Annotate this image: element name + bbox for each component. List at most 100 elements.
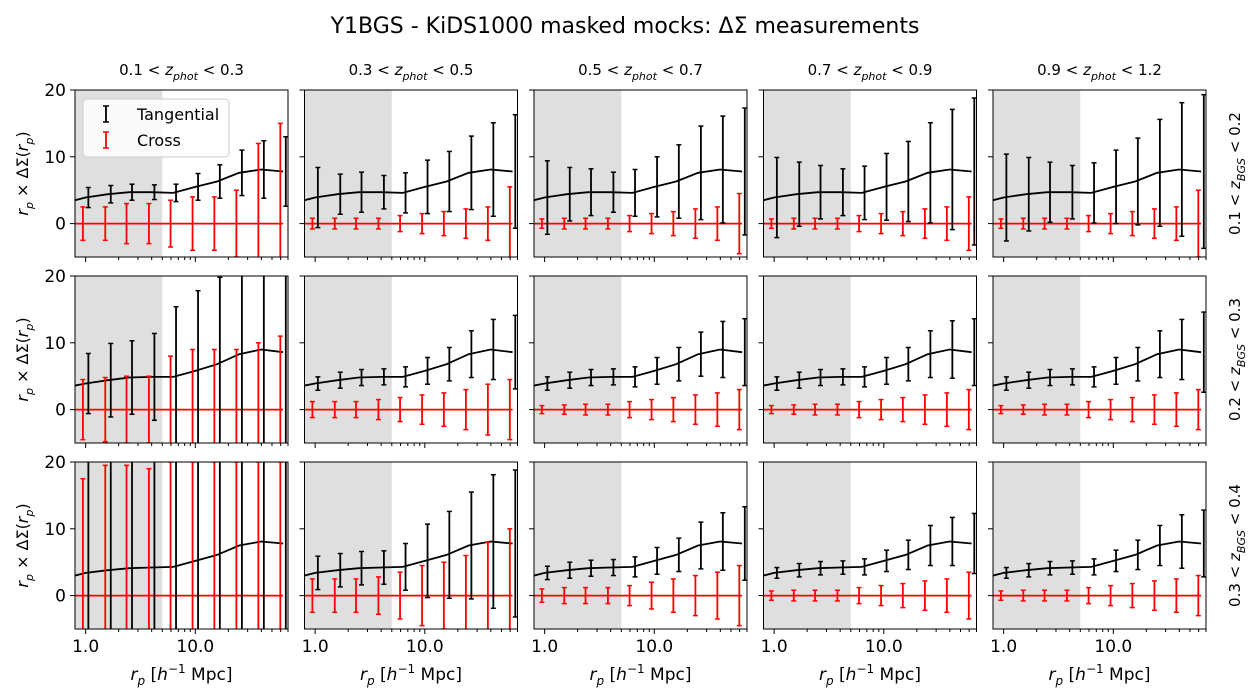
excluded-scale-shade bbox=[75, 276, 163, 443]
tangential-errorbar bbox=[774, 156, 780, 239]
tangential-model-line bbox=[534, 540, 743, 577]
panel-frame bbox=[533, 275, 748, 444]
panel-frame bbox=[74, 89, 289, 258]
tangential-errorbar bbox=[774, 566, 780, 579]
tangential-errorbar bbox=[381, 550, 387, 585]
tangential-errorbar bbox=[403, 366, 409, 388]
panel-frame bbox=[304, 89, 518, 258]
cross-errorbar bbox=[812, 403, 818, 416]
tangential-errorbar bbox=[588, 168, 594, 217]
tangential-errorbar bbox=[971, 97, 977, 246]
cross-errorbar bbox=[1129, 396, 1135, 423]
tangential-errorbar bbox=[403, 172, 409, 214]
y-axis-label: rp × ΔΣ(rp) bbox=[13, 131, 36, 215]
x-axis-label: rp [h−1 Mpc] bbox=[590, 662, 692, 688]
panel-plot-area bbox=[763, 512, 977, 620]
tangential-errorbar bbox=[512, 314, 518, 390]
cross-errorbar bbox=[791, 589, 797, 602]
cross-errorbar bbox=[670, 578, 676, 614]
cross-errorbar bbox=[583, 586, 589, 605]
tangential-errorbar bbox=[240, 462, 243, 629]
panel-plot-area bbox=[75, 276, 287, 443]
cross-errorbar bbox=[233, 462, 239, 629]
tangential-errorbar bbox=[468, 491, 474, 600]
tangential-errorbar bbox=[1179, 318, 1185, 381]
tangential-errorbar bbox=[567, 371, 573, 389]
tangential-errorbar bbox=[1069, 560, 1075, 575]
tangential-errorbar bbox=[468, 330, 474, 379]
tangential-errorbar bbox=[1091, 366, 1097, 388]
y-tick-label: 20 bbox=[44, 453, 66, 473]
tangential-errorbar bbox=[774, 376, 780, 391]
panel-frame bbox=[992, 89, 1207, 258]
tangential-errorbar bbox=[818, 560, 824, 576]
tangential-errorbar bbox=[490, 473, 496, 610]
cross-errorbar bbox=[1086, 400, 1092, 419]
row-label: 0.2 < zBGS < 0.3 bbox=[1226, 298, 1248, 421]
tangential-errorbar bbox=[742, 506, 747, 581]
tangential-errorbar bbox=[1135, 346, 1141, 382]
cross-errorbar bbox=[419, 212, 425, 235]
cross-errorbar bbox=[539, 588, 545, 604]
tangential-model-line bbox=[993, 168, 1202, 202]
y-axis-label: rp × ΔΣ(rp) bbox=[13, 317, 36, 401]
cross-errorbar bbox=[1129, 210, 1135, 237]
cross-errorbar bbox=[332, 400, 338, 419]
tangential-model-line bbox=[763, 168, 972, 202]
cross-errorbar bbox=[1020, 589, 1026, 602]
cross-errorbar bbox=[211, 196, 217, 252]
cross-errorbar bbox=[146, 467, 152, 629]
tangential-errorbar bbox=[818, 164, 824, 220]
tangential-errorbar bbox=[1113, 549, 1119, 573]
cross-errorbar bbox=[168, 355, 174, 443]
tangential-errorbar bbox=[1003, 566, 1009, 579]
cross-errorbar bbox=[146, 202, 152, 245]
tangential-errorbar bbox=[1047, 161, 1053, 224]
cross-errorbar bbox=[998, 218, 1004, 230]
cross-errorbar bbox=[627, 400, 633, 419]
tangential-errorbar bbox=[218, 462, 221, 629]
cross-errorbar bbox=[583, 217, 589, 230]
cross-errorbar bbox=[1108, 212, 1114, 235]
tangential-errorbar bbox=[905, 140, 911, 223]
cross-errorbar bbox=[353, 217, 359, 230]
tangential-errorbar bbox=[949, 516, 955, 567]
cross-errorbar bbox=[375, 217, 381, 230]
cross-errorbar bbox=[539, 218, 545, 230]
tangential-errorbar bbox=[512, 469, 518, 618]
column-label: 0.5 < zphot < 0.7 bbox=[578, 61, 703, 83]
tangential-errorbar bbox=[175, 462, 177, 629]
tangential-errorbar bbox=[654, 356, 660, 385]
cross-errorbar bbox=[834, 217, 840, 230]
cross-errorbar bbox=[1173, 392, 1179, 428]
tangential-errorbar bbox=[1201, 311, 1206, 393]
excluded-scale-shade bbox=[763, 462, 851, 629]
cross-errorbar bbox=[791, 217, 797, 230]
tangential-errorbar bbox=[381, 368, 387, 386]
panel-frame bbox=[763, 89, 977, 258]
x-axis-label: rp [h−1 Mpc] bbox=[819, 662, 921, 688]
cross-errorbar bbox=[900, 396, 906, 423]
y-tick-label: 10 bbox=[44, 148, 66, 168]
tangential-errorbar bbox=[884, 356, 890, 385]
tangential-errorbar bbox=[1047, 560, 1053, 576]
tangential-errorbar bbox=[262, 462, 265, 629]
excluded-scale-shade bbox=[534, 276, 622, 443]
panel-plot-area bbox=[534, 506, 747, 627]
panel-r2-c5 bbox=[988, 275, 1207, 448]
tangential-errorbar bbox=[676, 144, 682, 220]
cross-errorbar bbox=[605, 403, 611, 416]
cross-errorbar bbox=[1064, 403, 1070, 416]
cross-errorbar bbox=[1086, 214, 1092, 233]
panel-r3-c1: 0 10 20 1.0 10.0 bbox=[44, 453, 289, 657]
cross-errorbar bbox=[255, 342, 261, 443]
cross-errorbar bbox=[627, 214, 633, 233]
cross-errorbar bbox=[791, 404, 797, 416]
tangential-errorbar bbox=[1157, 524, 1163, 567]
tangential-errorbar bbox=[698, 331, 704, 377]
cross-errorbar bbox=[878, 584, 884, 607]
cross-errorbar bbox=[233, 189, 239, 257]
cross-errorbar bbox=[124, 375, 130, 443]
tangential-errorbar bbox=[742, 107, 747, 236]
